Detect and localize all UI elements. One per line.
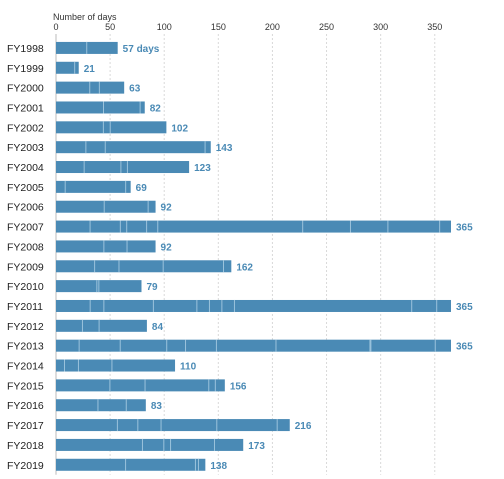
- category-label: FY1998: [7, 43, 44, 55]
- bar: [56, 399, 146, 412]
- bar: [56, 240, 156, 253]
- value-label: 123: [194, 163, 211, 174]
- value-label: 365: [456, 342, 473, 353]
- bar: [56, 339, 451, 352]
- bar: [56, 458, 206, 471]
- category-label: FY2017: [7, 420, 44, 432]
- category-label: FY2015: [7, 380, 44, 392]
- bar-group: FY2018 173: [7, 438, 265, 452]
- bar: [56, 121, 167, 134]
- category-label: FY2007: [7, 222, 44, 234]
- value-label: 57 days: [123, 44, 160, 55]
- category-label: FY2019: [7, 460, 44, 472]
- bar: [56, 161, 190, 174]
- bar-group: FY1999 21: [7, 61, 96, 75]
- bar-group: FY2011 365: [7, 299, 473, 313]
- category-label: FY2004: [7, 162, 44, 174]
- bar-group: FY2001 82: [7, 101, 161, 114]
- x-tick-label: 50: [105, 22, 115, 32]
- category-label: FY1999: [7, 63, 44, 75]
- bar-group: FY2004 123: [7, 161, 211, 174]
- bar: [56, 180, 131, 193]
- bar: [56, 438, 244, 451]
- value-label: 216: [295, 421, 312, 432]
- value-label: 156: [230, 381, 247, 392]
- x-tick-label: 250: [319, 22, 334, 32]
- bar-group: FY2006 92: [7, 200, 173, 214]
- value-label: 110: [180, 362, 197, 373]
- value-label: 82: [150, 103, 162, 114]
- bar-group: FY2009 162: [7, 260, 253, 273]
- bar-group: FY2010 79: [7, 280, 158, 293]
- category-label: FY2010: [7, 281, 44, 293]
- x-axis-ticks: 0 50 100 150 200 250 300 350: [53, 22, 442, 32]
- bar-group: FY2012 84: [7, 319, 164, 333]
- category-label: FY2008: [7, 241, 44, 253]
- bar: [56, 101, 145, 114]
- value-label: 162: [236, 262, 253, 273]
- value-label: 21: [84, 64, 96, 75]
- bar: [56, 260, 232, 273]
- x-tick-label: 150: [211, 22, 226, 32]
- bar: [56, 319, 147, 332]
- x-tick-label: 200: [265, 22, 280, 32]
- bar: [56, 419, 290, 432]
- x-tick-label: 350: [427, 22, 442, 32]
- category-label: FY2009: [7, 261, 44, 273]
- x-axis-title: Number of days: [53, 12, 117, 22]
- category-label: FY2011: [7, 301, 43, 313]
- bar-group: FY2017 216: [7, 419, 312, 432]
- bar: [56, 61, 79, 74]
- category-label: FY2014: [7, 361, 44, 373]
- value-label: 63: [129, 84, 141, 95]
- value-label: 92: [161, 242, 173, 253]
- x-tick-label: 300: [373, 22, 388, 32]
- bar-group: FY2008 92: [7, 240, 172, 253]
- bar-group: FY2000 63: [7, 81, 141, 95]
- category-label: FY2005: [7, 182, 44, 194]
- value-label: 138: [210, 461, 227, 472]
- bar-group: FY1998 57 days: [7, 41, 160, 55]
- category-label: FY2018: [7, 440, 44, 452]
- value-label: 79: [146, 282, 158, 293]
- value-label: 69: [136, 183, 148, 194]
- bar-group: FY2003 143: [7, 141, 233, 154]
- x-tick-label: 0: [53, 22, 58, 32]
- bar-group: FY2015 156: [7, 379, 247, 392]
- category-label: FY2001: [7, 102, 44, 114]
- value-label: 365: [456, 302, 473, 313]
- value-label: 92: [161, 203, 173, 214]
- category-label: FY2013: [7, 341, 44, 353]
- value-label: 84: [152, 322, 164, 333]
- value-label: 83: [151, 401, 163, 412]
- category-label: FY2012: [7, 321, 44, 333]
- value-label: 102: [171, 123, 188, 134]
- bar: [56, 379, 225, 392]
- category-label: FY2006: [7, 202, 44, 214]
- category-label: FY2016: [7, 400, 44, 412]
- value-label: 365: [456, 223, 473, 234]
- bar: [56, 220, 451, 233]
- value-label: 143: [216, 143, 233, 154]
- category-label: FY2002: [7, 122, 44, 134]
- bar: [56, 299, 451, 312]
- bar-group: FY2013 365: [7, 339, 473, 353]
- bar-group: FY2019 138: [7, 458, 227, 472]
- x-tick-label: 100: [157, 22, 172, 32]
- bar-group: FY2016 83: [7, 399, 162, 412]
- bar: [56, 200, 156, 213]
- bar-group: FY2005 69: [7, 180, 148, 194]
- bar: [56, 359, 176, 372]
- bar: [56, 141, 211, 154]
- category-label: FY2000: [7, 83, 44, 95]
- bar-group: FY2002 102: [7, 121, 189, 134]
- bar-group: FY2007 365: [7, 220, 473, 234]
- category-label: FY2003: [7, 142, 44, 154]
- bar-group: FY2014 110: [7, 359, 197, 373]
- value-label: 173: [248, 441, 265, 452]
